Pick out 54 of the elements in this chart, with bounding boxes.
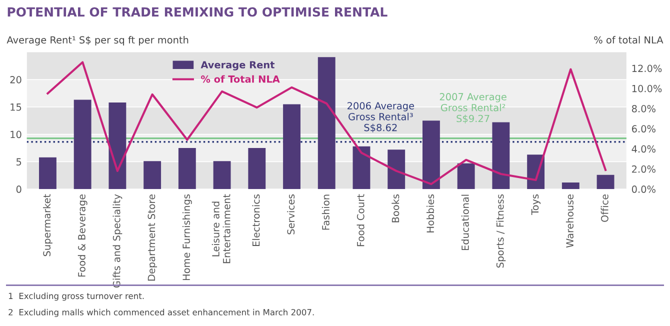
y-axis-title: Average Rent¹ S$ per sq ft per month: [6, 36, 188, 46]
y2-tick-label: 10.0%: [632, 84, 662, 92]
y2-tick-label: 8.0%: [632, 105, 656, 112]
line-series: [46, 61, 607, 186]
bar: [178, 148, 196, 190]
x-tick-label: Department Store: [148, 194, 158, 281]
bar: [457, 163, 475, 190]
ref-line-label: 2007 Average Gross Rental² S$9.27: [440, 93, 506, 124]
ref-line-label: 2006 Average Gross Rental³ S$8.62: [347, 102, 414, 133]
x-tick-label: Hobbies: [426, 194, 434, 232]
x-tick-label: Food Court: [356, 194, 364, 246]
text: 1 Excluding gross turnover rent.: [8, 292, 144, 301]
y2-tick-label: 12.0%: [632, 64, 662, 72]
x-tick-label: Books: [392, 194, 400, 222]
y-tick-label: 10: [10, 130, 22, 138]
bar: [562, 182, 580, 190]
bar: [108, 102, 126, 190]
bar: [492, 122, 510, 190]
bar: [248, 148, 266, 190]
y2-tick-label: 6.0%: [632, 125, 656, 133]
text: 2 Excluding malls which commenced asset enhancement in March 2007.: [8, 308, 314, 317]
x-tick-label: Leisure and Entertainment: [212, 194, 230, 264]
x-tick-label: Sports / Fitness: [496, 194, 506, 268]
x-tick-label: Toys: [531, 194, 541, 216]
x-tick-label: Electronics: [252, 194, 260, 246]
bar: [144, 161, 162, 190]
chart-title: POTENTIAL OF TRADE REMIXING TO OPTIMISE RENTAL: [8, 7, 388, 17]
y-tick-label: 5: [16, 158, 22, 166]
bar: [388, 150, 406, 190]
legend-label: % of Total NLA: [201, 75, 280, 83]
y2-tick-label: 2.0%: [632, 165, 656, 173]
x-tick-label: Supermarket: [43, 194, 52, 256]
x-tick-label: Educational: [461, 194, 469, 250]
bar: [39, 157, 56, 190]
bar: [283, 104, 300, 190]
y2-axis-title: % of total NLA: [594, 36, 664, 44]
x-tick-label: Home Furnishings: [182, 194, 192, 280]
x-tick-label: Fashion: [322, 194, 330, 230]
y2-tick-label: 4.0%: [632, 145, 656, 153]
y2-tick-label: 0.0%: [632, 186, 656, 193]
x-tick-label: Warehouse: [566, 194, 574, 248]
bar: [422, 120, 440, 190]
x-tick-label: Services: [287, 194, 295, 234]
x-tick-label: Office: [600, 194, 608, 222]
y-tick-label: 15: [10, 104, 22, 111]
bar: [74, 100, 92, 190]
x-tick-label: Food & Beverage: [78, 194, 88, 277]
y-tick-label: 0: [16, 186, 22, 193]
y-tick-label: 20: [10, 76, 22, 84]
bar: [596, 174, 614, 190]
bar: [352, 146, 370, 190]
bar: [213, 161, 231, 190]
bar: [318, 57, 336, 190]
legend-label: Average Rent: [200, 61, 275, 70]
